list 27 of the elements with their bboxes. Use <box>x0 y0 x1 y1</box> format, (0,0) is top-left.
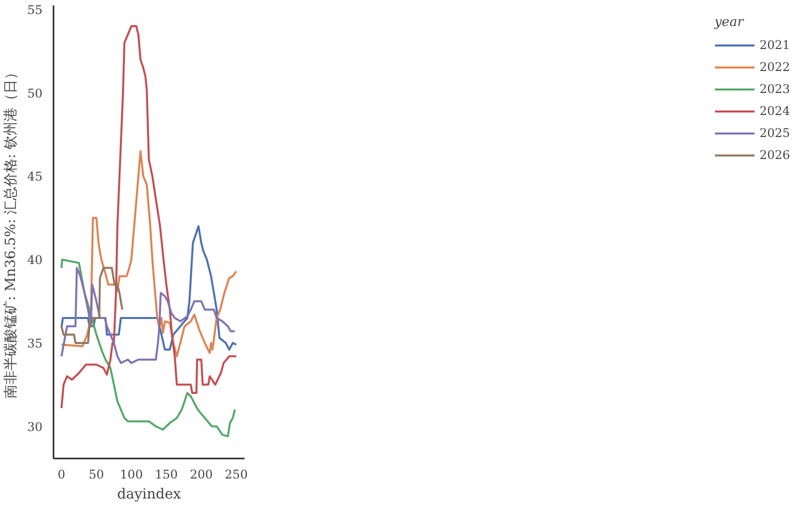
y-axis-title: 南非半碳酸锰矿: Mn36.5%: 汇总价格: 钦州港（日） <box>3 65 20 399</box>
x-tick-label: 50 <box>88 468 104 482</box>
legend-label: 2023 <box>759 82 790 96</box>
line-series <box>60 266 124 344</box>
line-series <box>60 150 238 358</box>
x-tick-label: 200 <box>190 468 213 482</box>
line-series <box>60 266 236 364</box>
x-tick-label: 100 <box>120 468 143 482</box>
legend-label: 2022 <box>759 60 790 74</box>
x-tick-label: 0 <box>58 468 66 482</box>
legend-label: 2025 <box>759 126 790 140</box>
y-tick-label: 55 <box>27 3 43 17</box>
y-tick-label: 45 <box>27 170 43 184</box>
x-axis-title: dayindex <box>117 486 182 502</box>
y-tick-label: 40 <box>27 253 43 268</box>
x-tick-label: 150 <box>154 468 178 482</box>
y-tick-label: 30 <box>27 420 43 434</box>
line-series <box>60 258 236 438</box>
line-series <box>60 25 238 409</box>
y-tick-label: 50 <box>27 86 43 100</box>
y-tick-label: 35 <box>27 336 43 350</box>
legend-title: year <box>714 15 745 30</box>
legend-label: 2021 <box>759 38 790 52</box>
line-series <box>60 225 238 351</box>
legend-label: 2026 <box>759 148 790 162</box>
x-tick-label: 250 <box>224 468 248 482</box>
legend-label: 2024 <box>759 104 790 118</box>
